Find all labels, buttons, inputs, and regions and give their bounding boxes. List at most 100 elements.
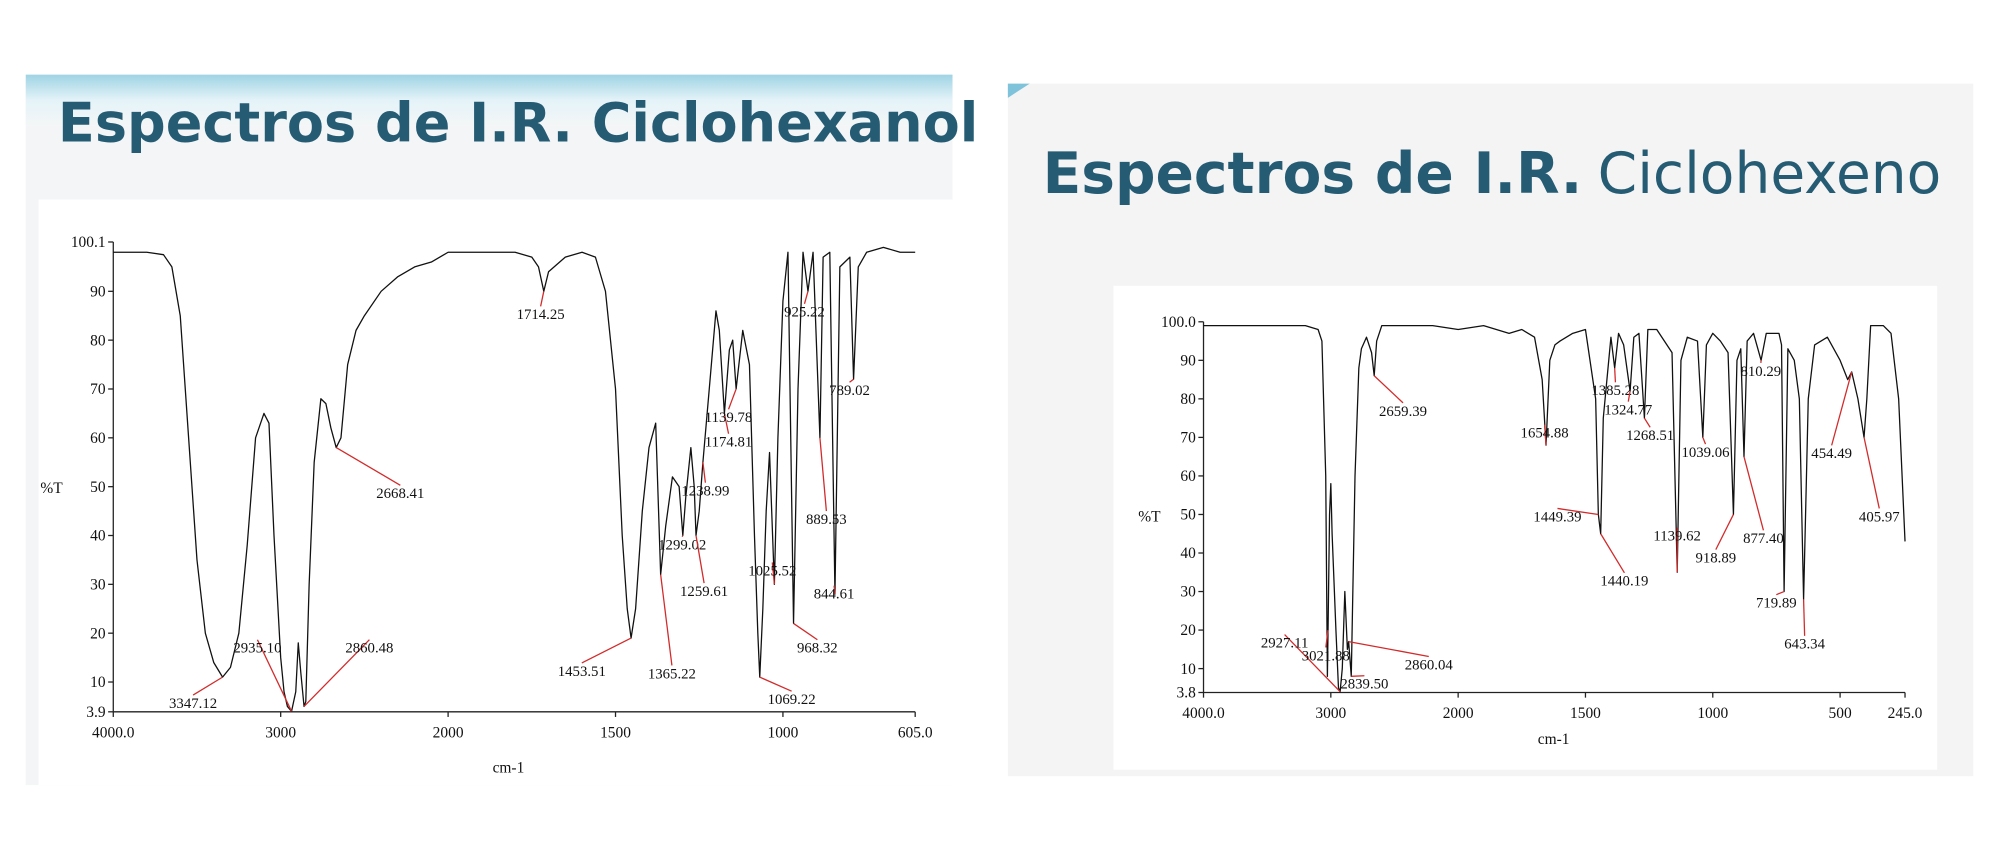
peak-label: 1365.22 bbox=[648, 666, 696, 682]
y-tick-label: 40 bbox=[1180, 545, 1196, 562]
x-tick-label: 4000.0 bbox=[92, 725, 135, 742]
peak-label: 719.89 bbox=[1756, 596, 1797, 612]
x-tick-label: 3000 bbox=[265, 725, 296, 742]
peak-label: 2860.48 bbox=[345, 641, 393, 657]
peak-leader bbox=[819, 437, 828, 512]
peak-label: 1238.99 bbox=[681, 484, 729, 500]
x-tick-label: 2000 bbox=[433, 725, 464, 742]
peak-label: 1299.02 bbox=[658, 538, 706, 554]
y-tick-label: 10 bbox=[90, 674, 106, 691]
x-tick-label: 245.0 bbox=[1888, 705, 1923, 722]
peak-leader bbox=[695, 535, 705, 584]
peak-leader bbox=[1325, 629, 1329, 648]
y-tick-label: 30 bbox=[90, 576, 106, 593]
y-tick-label: 50 bbox=[90, 479, 106, 496]
peak-leader bbox=[539, 291, 545, 307]
peak-leader bbox=[192, 676, 223, 696]
peak-label: 1268.51 bbox=[1626, 428, 1674, 444]
peak-leader bbox=[1600, 533, 1625, 574]
x-axis-label: cm-1 bbox=[1538, 731, 1570, 748]
title-bold: Espectros de I.R. bbox=[1043, 141, 1583, 207]
peak-label: 1259.61 bbox=[680, 584, 728, 600]
peak-label: 2659.39 bbox=[1379, 404, 1427, 420]
peak-leader bbox=[759, 676, 792, 692]
x-tick-label: 1000 bbox=[767, 725, 798, 742]
peak-label: 643.34 bbox=[1784, 637, 1825, 653]
peak-leader bbox=[1614, 368, 1617, 383]
peak-label: 2839.50 bbox=[1340, 677, 1388, 693]
peak-leader bbox=[727, 388, 737, 410]
y-tick-label: 30 bbox=[1180, 584, 1196, 601]
peak-leader bbox=[1543, 424, 1547, 446]
peak-label: 889.53 bbox=[806, 512, 847, 528]
peak-leader bbox=[1743, 456, 1765, 531]
y-tick-label: 90 bbox=[90, 283, 106, 300]
peak-leader bbox=[702, 462, 707, 483]
peak-label: 1453.51 bbox=[558, 664, 606, 680]
y-tick-label: 20 bbox=[1180, 622, 1196, 639]
peak-leader bbox=[1715, 514, 1735, 550]
peak-label: 1025.52 bbox=[748, 563, 796, 579]
peak-leader bbox=[1557, 507, 1599, 516]
peak-label: 844.61 bbox=[814, 587, 855, 603]
peak-leader bbox=[303, 639, 370, 707]
peak-leader bbox=[1351, 675, 1365, 677]
x-tick-label: 2000 bbox=[1443, 705, 1474, 722]
x-tick-label: 605.0 bbox=[898, 725, 933, 742]
peak-label: 918.89 bbox=[1695, 550, 1736, 566]
y-tick-label: 3.8 bbox=[1176, 685, 1196, 702]
peak-leader bbox=[1863, 437, 1880, 509]
peak-label: 3021.88 bbox=[1302, 648, 1350, 664]
peak-leader bbox=[849, 378, 854, 383]
spectrum-line bbox=[113, 246, 916, 712]
peak-leader bbox=[581, 637, 632, 664]
peak-label: 2935.10 bbox=[233, 641, 281, 657]
x-tick-label: 1500 bbox=[600, 725, 631, 742]
peak-label: 1039.06 bbox=[1681, 445, 1729, 461]
peak-leader bbox=[1776, 590, 1785, 596]
peak-label: 454.49 bbox=[1811, 446, 1852, 462]
peak-label: 1139.78 bbox=[705, 410, 753, 426]
y-tick-label: 10 bbox=[1180, 661, 1196, 678]
peak-leader bbox=[335, 447, 401, 486]
chart-panel bbox=[38, 199, 953, 786]
chart-panel bbox=[1113, 285, 1938, 770]
y-tick-label: 100.1 bbox=[71, 234, 106, 251]
peak-label: 1440.19 bbox=[1600, 574, 1648, 590]
peak-leader bbox=[723, 413, 730, 434]
peak-label: 2860.04 bbox=[1405, 657, 1454, 673]
peak-leader bbox=[1702, 437, 1707, 445]
peak-leader bbox=[1627, 391, 1631, 402]
peak-leader bbox=[771, 562, 776, 585]
y-tick-label: 90 bbox=[1180, 352, 1196, 369]
y-tick-label: 60 bbox=[90, 430, 106, 447]
x-tick-label: 500 bbox=[1829, 705, 1852, 722]
y-tick-label: 70 bbox=[90, 381, 106, 398]
peak-label: 405.97 bbox=[1859, 509, 1900, 525]
y-tick-label: 100.0 bbox=[1161, 314, 1196, 331]
peak-leader bbox=[681, 535, 684, 538]
peak-label: 2927.11 bbox=[1261, 635, 1309, 651]
y-tick-label: 80 bbox=[1180, 391, 1196, 408]
x-tick-label: 3000 bbox=[1315, 705, 1346, 722]
x-tick-label: 4000.0 bbox=[1182, 705, 1225, 722]
chart-title: Espectros de I.R. Ciclohexeno bbox=[1043, 141, 1942, 207]
peak-label: 1714.25 bbox=[517, 307, 565, 323]
peak-label: 810.29 bbox=[1741, 364, 1782, 380]
peak-label: 2668.41 bbox=[376, 486, 424, 502]
title-compound: Ciclohexeno bbox=[1598, 141, 1942, 207]
peak-label: 1174.81 bbox=[705, 435, 753, 451]
x-tick-label: 1500 bbox=[1570, 705, 1601, 722]
x-tick-label: 1000 bbox=[1697, 705, 1728, 722]
peak-label: 1449.39 bbox=[1533, 509, 1581, 525]
title-band bbox=[25, 74, 953, 127]
peak-label: 1654.88 bbox=[1521, 426, 1569, 442]
peak-label: 3347.12 bbox=[169, 696, 217, 712]
peak-leader bbox=[803, 291, 809, 304]
peak-label: 925.22 bbox=[784, 305, 825, 321]
y-axis-label: %T bbox=[1138, 508, 1161, 525]
y-axis-label: %T bbox=[40, 480, 63, 497]
peak-leader bbox=[1348, 641, 1429, 658]
y-tick-label: 80 bbox=[90, 332, 106, 349]
